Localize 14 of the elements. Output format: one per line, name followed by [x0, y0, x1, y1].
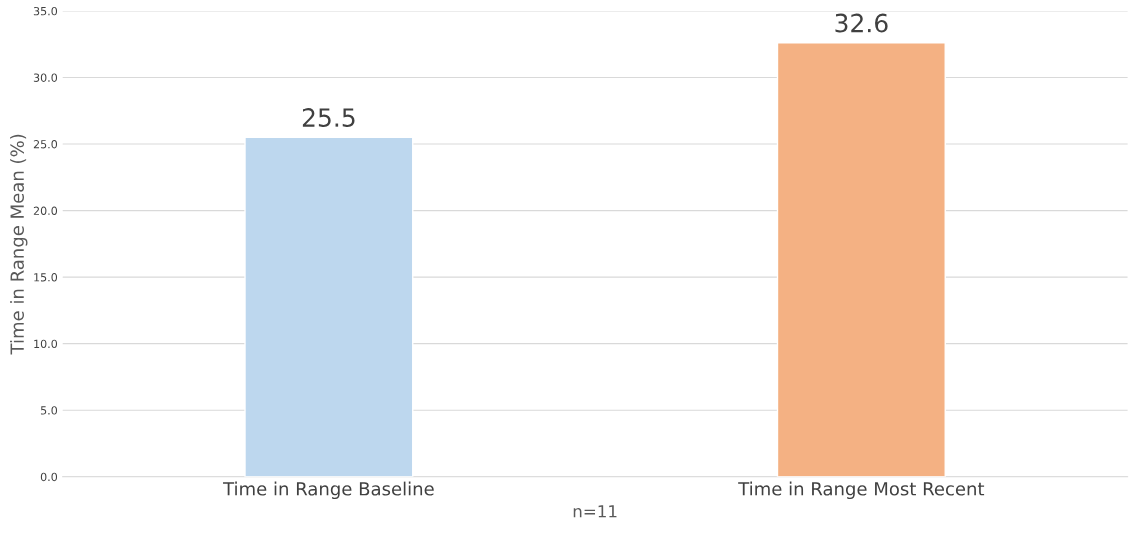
y-tick-label: 0.0 — [40, 472, 58, 482]
y-tick-label: 15.0 — [34, 273, 58, 282]
y-tick-label: 10.0 — [34, 339, 58, 349]
y-tick-label: 20.0 — [33, 206, 58, 215]
y-tick-label: 25.0 — [33, 140, 58, 149]
data-label: 25.5 — [302, 108, 355, 127]
y-tick-label: 35.0 — [33, 6, 58, 16]
x-tick-label: Time in Range Most Recent — [738, 481, 985, 500]
x-axis-title: n=11 — [573, 505, 617, 518]
y-axis-title: Time in Range Mean (%) — [10, 134, 28, 355]
data-label: 32.6 — [835, 13, 888, 33]
x-tick-label: Time in Range Baseline — [223, 481, 434, 500]
y-tick-label: 5.0 — [40, 406, 58, 415]
y-tick-label: 30.0 — [33, 73, 58, 82]
